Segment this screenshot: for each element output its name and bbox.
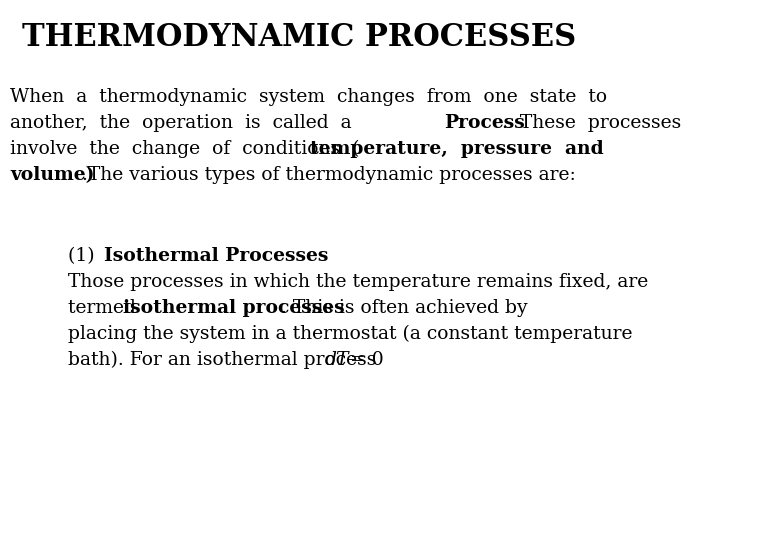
Text: .The various types of thermodynamic processes are:: .The various types of thermodynamic proc… xyxy=(82,166,576,184)
Text: dT: dT xyxy=(325,351,349,369)
Text: another,  the  operation  is  called  a: another, the operation is called a xyxy=(10,114,363,132)
Text: isothermal processes: isothermal processes xyxy=(123,299,345,317)
Text: temperature,  pressure  and: temperature, pressure and xyxy=(310,140,604,158)
Text: = 0: = 0 xyxy=(344,351,384,369)
Text: (1): (1) xyxy=(68,247,101,265)
Text: .  These  processes: . These processes xyxy=(502,114,681,132)
Text: volume): volume) xyxy=(10,166,94,184)
Text: termed: termed xyxy=(68,299,142,317)
Text: THERMODYNAMIC PROCESSES: THERMODYNAMIC PROCESSES xyxy=(22,22,576,53)
Text: When  a  thermodynamic  system  changes  from  one  state  to: When a thermodynamic system changes from… xyxy=(10,88,607,106)
Text: Isothermal Processes: Isothermal Processes xyxy=(104,247,328,265)
Text: Process: Process xyxy=(444,114,525,132)
Text: . This is often achieved by: . This is often achieved by xyxy=(281,299,527,317)
Text: placing the system in a thermostat (a constant temperature: placing the system in a thermostat (a co… xyxy=(68,325,633,343)
Text: bath). For an isothermal process: bath). For an isothermal process xyxy=(68,351,382,369)
Text: Those processes in which the temperature remains fixed, are: Those processes in which the temperature… xyxy=(68,273,648,291)
Text: involve  the  change  of  conditions  (: involve the change of conditions ( xyxy=(10,140,360,158)
